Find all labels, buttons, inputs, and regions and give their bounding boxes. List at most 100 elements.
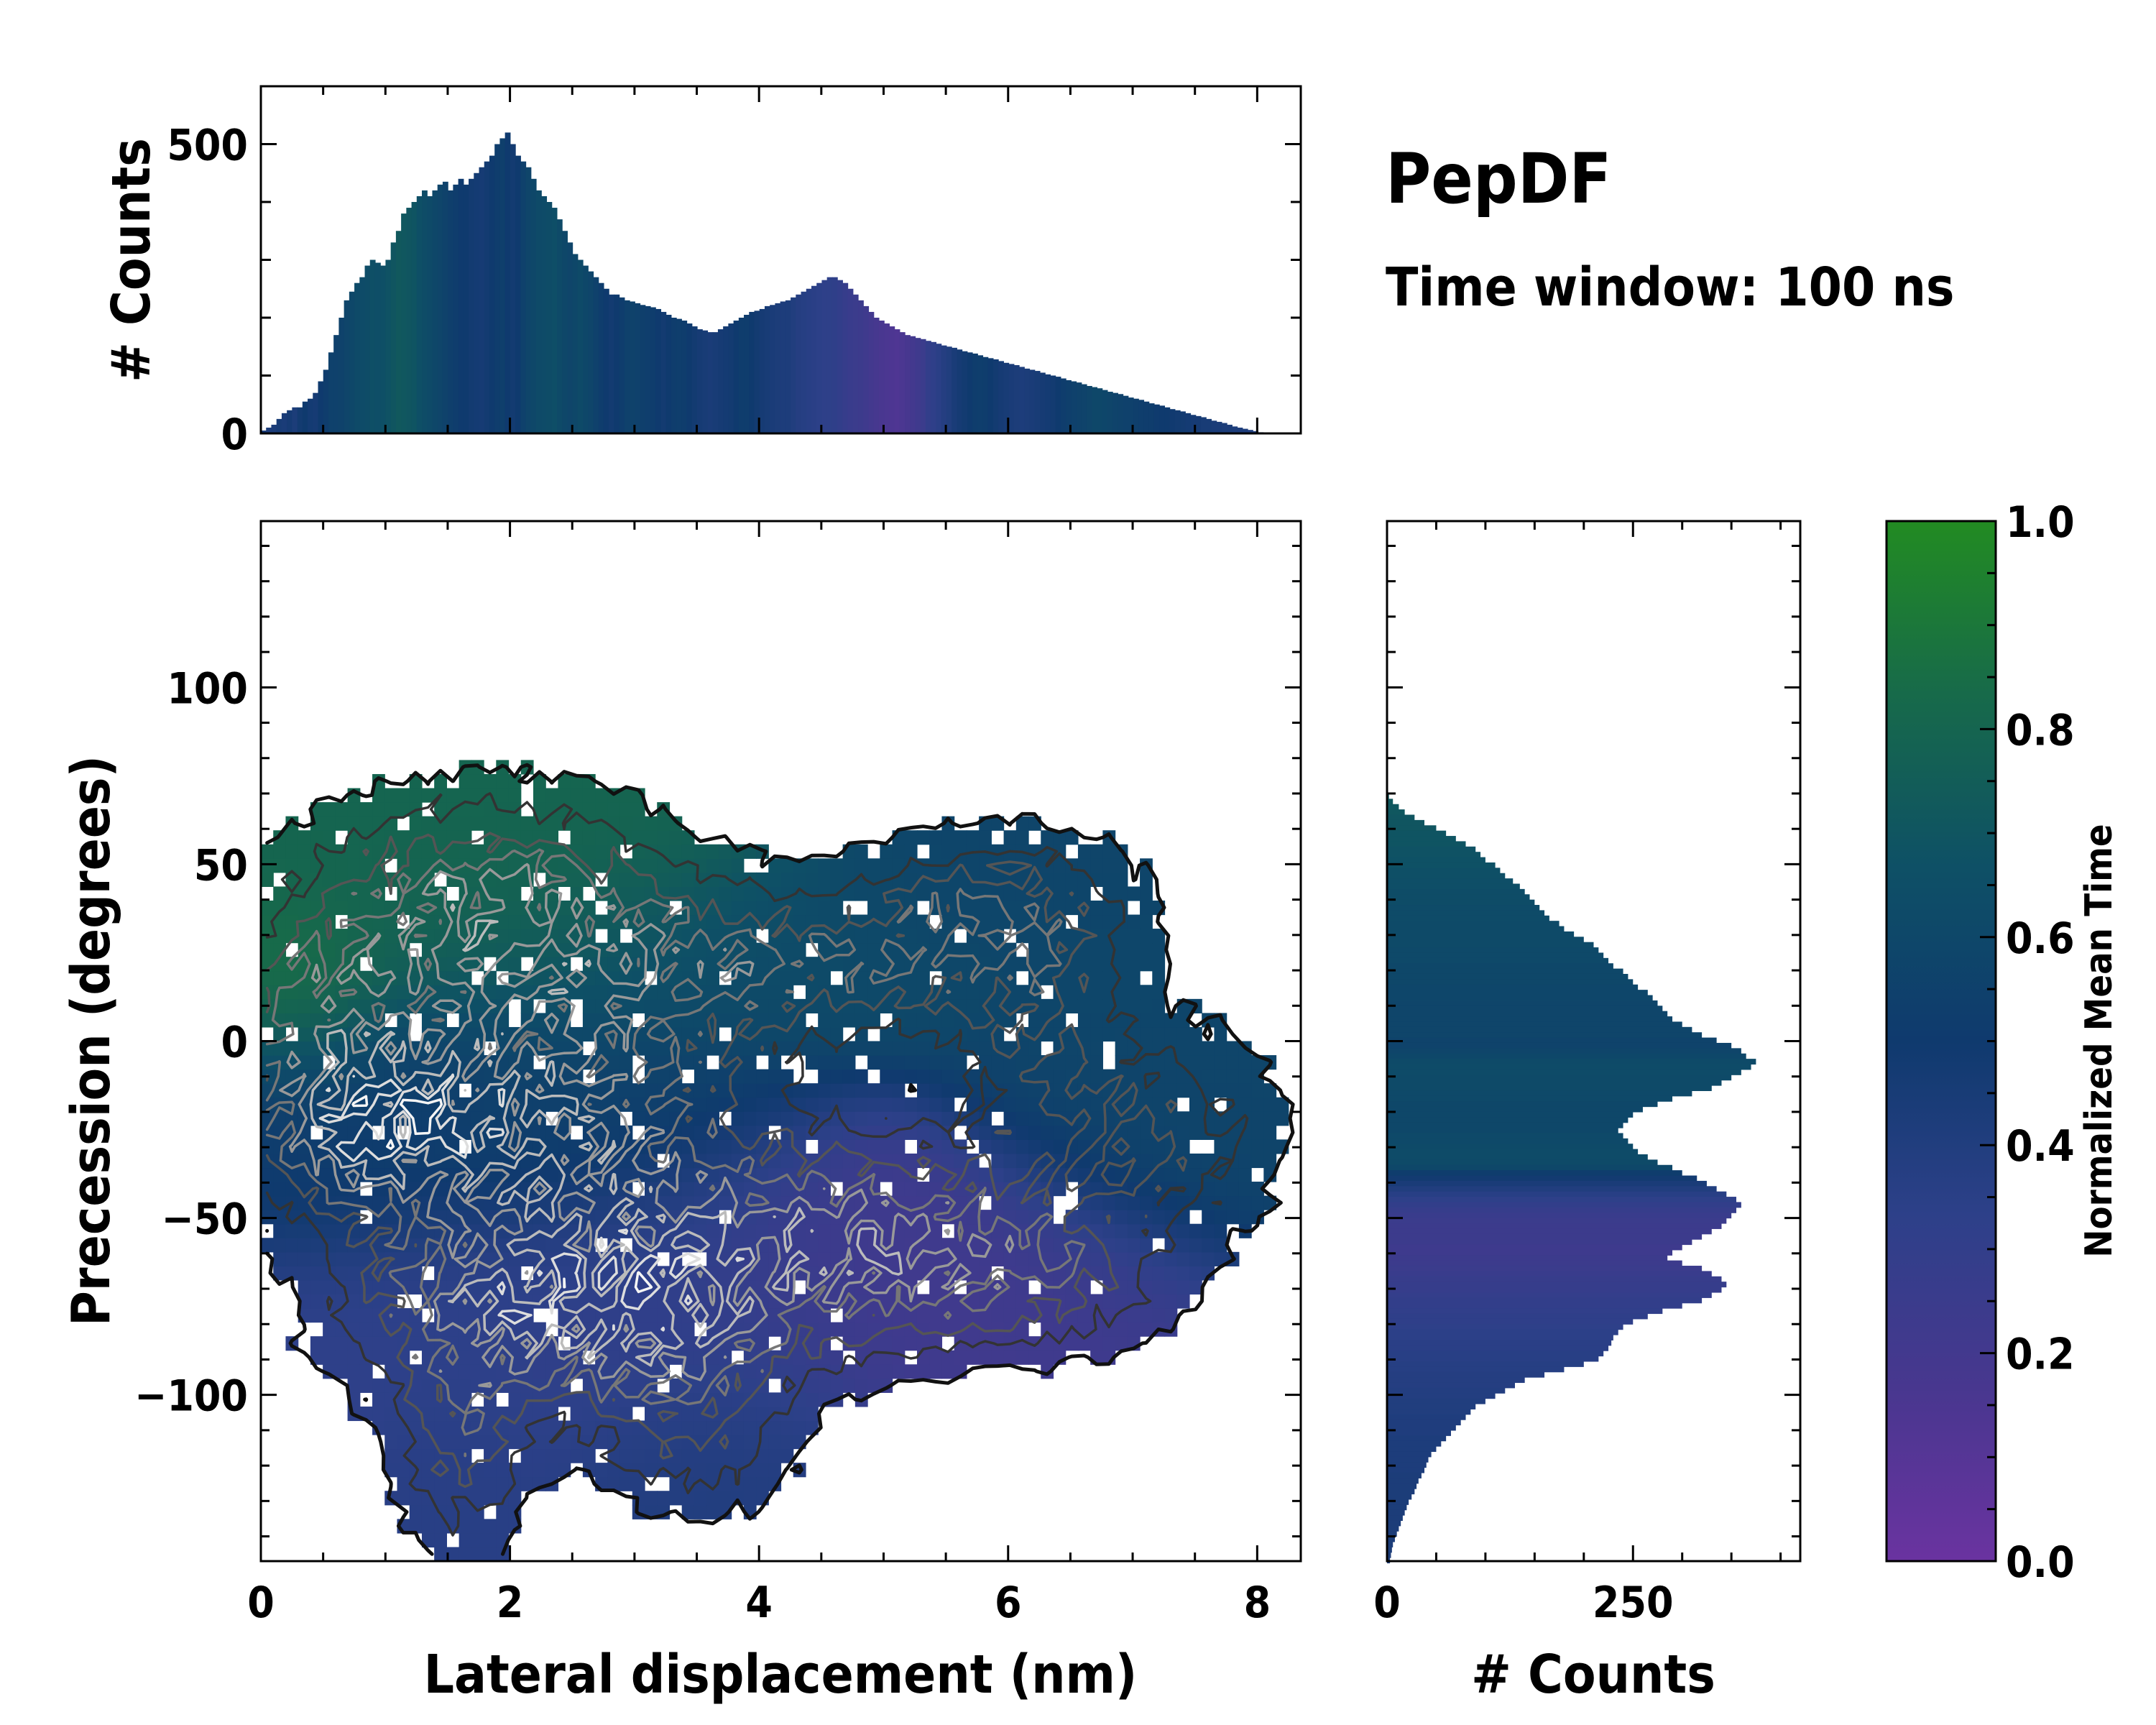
heatmap-cell bbox=[1102, 914, 1116, 929]
right-histogram-bar bbox=[1387, 1064, 1751, 1070]
heatmap-cell bbox=[261, 844, 274, 859]
heatmap-cell bbox=[1077, 1322, 1091, 1337]
heatmap-cell bbox=[867, 886, 880, 901]
heatmap-cell bbox=[471, 1435, 484, 1450]
heatmap-cell bbox=[904, 830, 918, 845]
top-histogram-bar bbox=[764, 305, 770, 433]
heatmap-cell bbox=[545, 1139, 559, 1154]
heatmap-cell bbox=[830, 1364, 844, 1379]
top-histogram-bar bbox=[271, 424, 277, 433]
heatmap-cell bbox=[818, 1195, 831, 1210]
heatmap-cell bbox=[854, 1069, 868, 1084]
heatmap-cell bbox=[421, 1476, 435, 1491]
heatmap-cell bbox=[1003, 886, 1017, 901]
heatmap-cell bbox=[595, 1435, 608, 1450]
heatmap-cell bbox=[273, 844, 287, 859]
heatmap-cell bbox=[719, 886, 732, 901]
top-histogram-bar bbox=[556, 219, 563, 433]
right-histogram-bar bbox=[1387, 868, 1501, 874]
right-histogram-bar bbox=[1387, 1090, 1692, 1097]
heatmap-cell bbox=[842, 1013, 856, 1028]
right-histogram-bar bbox=[1387, 1440, 1442, 1447]
top-histogram-bar bbox=[1107, 392, 1113, 433]
heatmap-cell bbox=[484, 1406, 497, 1422]
heatmap-cell bbox=[582, 985, 596, 1000]
heatmap-cell bbox=[261, 872, 274, 887]
heatmap-cell bbox=[719, 1378, 732, 1393]
heatmap-cell bbox=[991, 1153, 1005, 1169]
heatmap-cell bbox=[595, 1463, 608, 1478]
heatmap-cell bbox=[1090, 1111, 1103, 1126]
heatmap-cell bbox=[619, 886, 633, 901]
heatmap-cell bbox=[421, 788, 435, 803]
heatmap-cell bbox=[384, 788, 398, 803]
heatmap-cell bbox=[1140, 998, 1153, 1013]
figure-subtitle: Time window: 100 ns bbox=[1386, 257, 1955, 318]
heatmap-cell bbox=[484, 1097, 497, 1112]
heatmap-cell bbox=[496, 773, 510, 789]
heatmap-cell bbox=[1090, 985, 1103, 1000]
heatmap-cell bbox=[520, 830, 534, 845]
heatmap-cell bbox=[1176, 1279, 1190, 1295]
heatmap-cell bbox=[1015, 1251, 1029, 1266]
heatmap-cell bbox=[916, 929, 930, 944]
heatmap-cell bbox=[533, 1435, 546, 1450]
right-histogram-bar bbox=[1387, 836, 1456, 842]
heatmap-cell bbox=[471, 1547, 484, 1561]
top-histogram-bar bbox=[775, 303, 781, 434]
heatmap-cell bbox=[1214, 1182, 1227, 1197]
top-histogram-bar bbox=[1185, 413, 1192, 433]
heatmap-cell bbox=[1238, 1167, 1252, 1182]
heatmap-cell bbox=[756, 1463, 769, 1478]
heatmap-cell bbox=[1077, 844, 1091, 859]
heatmap-cell bbox=[929, 1223, 943, 1238]
heatmap-cell bbox=[570, 1420, 584, 1435]
heatmap-cell bbox=[1003, 1167, 1017, 1182]
top-histogram-bar bbox=[401, 213, 407, 433]
heatmap-cell bbox=[645, 830, 658, 845]
heatmap-cell bbox=[335, 886, 349, 901]
heatmap-cell bbox=[619, 1026, 633, 1042]
heatmap-cell bbox=[384, 900, 398, 916]
heatmap-cell bbox=[966, 998, 980, 1013]
heatmap-cell bbox=[619, 1364, 633, 1379]
heatmap-cell bbox=[743, 1420, 757, 1435]
heatmap-cell bbox=[595, 1364, 608, 1379]
heatmap-cell bbox=[657, 998, 671, 1013]
top-histogram-bar bbox=[551, 208, 558, 433]
heatmap-cell bbox=[1127, 1223, 1141, 1238]
heatmap-cell bbox=[743, 1111, 757, 1126]
heatmap-cell bbox=[1140, 985, 1153, 1000]
heatmap-cell bbox=[991, 914, 1005, 929]
right-histogram-bar bbox=[1387, 1149, 1639, 1155]
heatmap-cell bbox=[459, 1519, 472, 1534]
right-histogram-bar bbox=[1387, 1249, 1673, 1256]
heatmap-cell bbox=[916, 1336, 930, 1351]
heatmap-cell bbox=[657, 985, 671, 1000]
right-histogram-bar bbox=[1387, 1302, 1682, 1309]
heatmap-cell bbox=[1214, 1210, 1227, 1225]
heatmap-cell bbox=[558, 1308, 571, 1323]
heatmap-cell bbox=[1115, 1251, 1128, 1266]
heatmap-cell bbox=[335, 1364, 349, 1379]
top-histogram-bar bbox=[1128, 397, 1134, 433]
heatmap-x-tick-label: 6 bbox=[995, 1578, 1022, 1628]
heatmap-cell bbox=[1053, 858, 1067, 873]
heatmap-cell bbox=[793, 900, 806, 916]
top-histogram-bar bbox=[598, 282, 604, 433]
right-histogram-bar bbox=[1387, 804, 1399, 810]
heatmap-cell bbox=[756, 1406, 769, 1422]
right-histogram-bar bbox=[1387, 873, 1506, 879]
top-histogram-bar bbox=[878, 321, 885, 433]
top-histogram-bar bbox=[349, 291, 355, 433]
heatmap-cell bbox=[1053, 1055, 1067, 1070]
heatmap-cell bbox=[607, 1013, 621, 1028]
heatmap-cell bbox=[867, 942, 880, 957]
heatmap-cell bbox=[892, 1111, 906, 1126]
heatmap-cell bbox=[991, 1308, 1005, 1323]
heatmap-cell bbox=[842, 1364, 856, 1379]
heatmap-cell bbox=[645, 816, 658, 831]
heatmap-cell bbox=[558, 1448, 571, 1463]
heatmap-cell bbox=[421, 1420, 435, 1435]
heatmap-cell bbox=[434, 1519, 447, 1534]
